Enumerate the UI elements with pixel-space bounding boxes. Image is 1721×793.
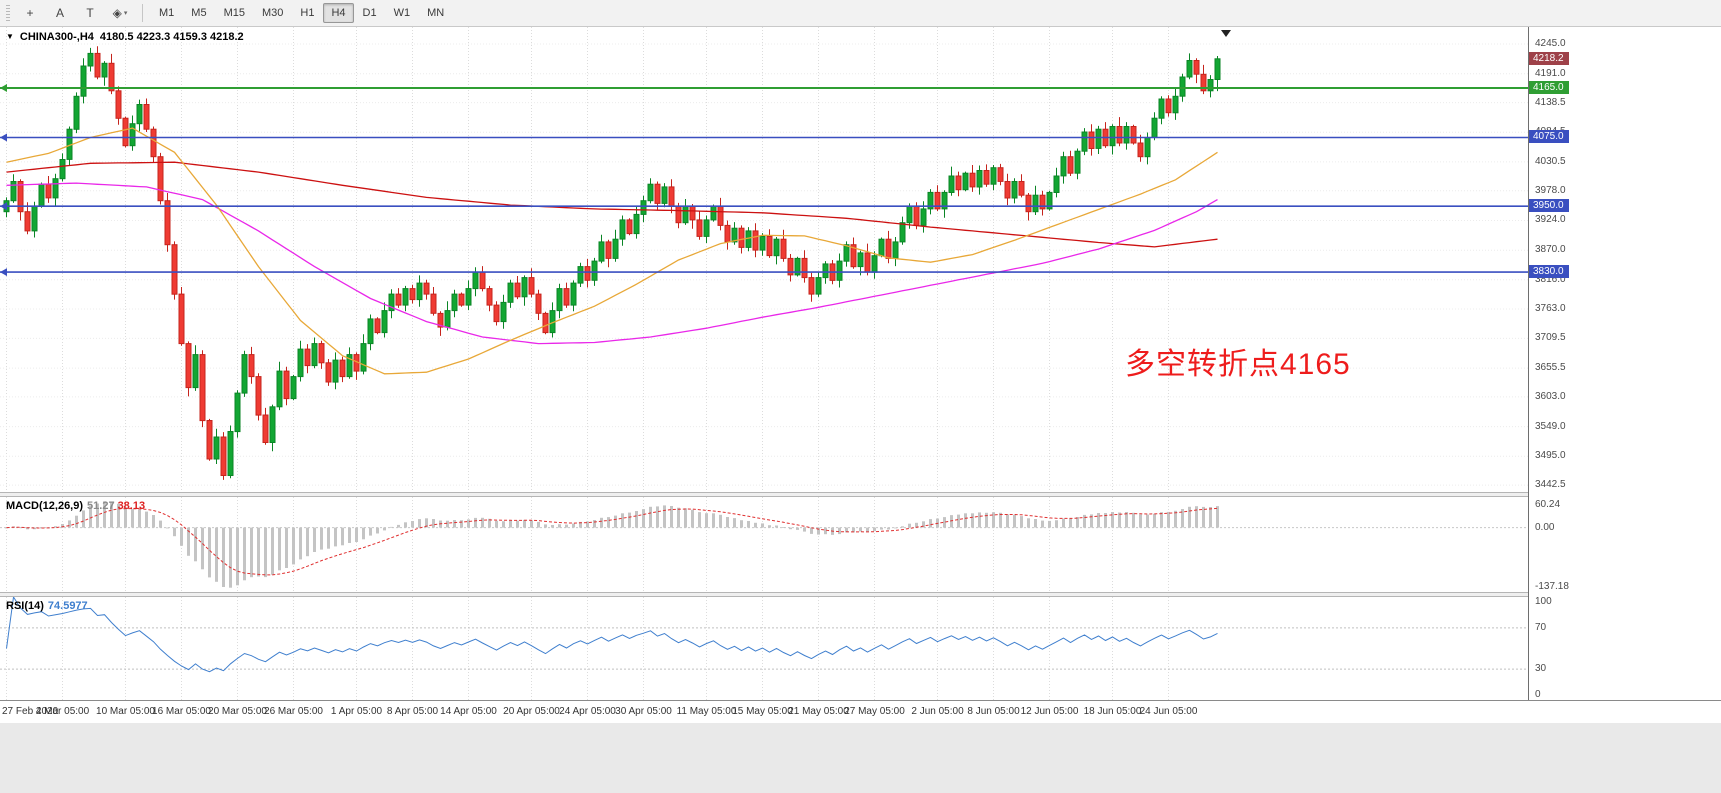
symbol-name: CHINA300-,H4 — [19, 31, 94, 43]
macd-axis-label: 60.24 — [1535, 499, 1561, 510]
crosshair-tool-button[interactable]: + — [26, 6, 34, 20]
toolbar-grip[interactable] — [6, 5, 10, 21]
time-axis-label: 1 Apr 05:00 — [330, 706, 383, 717]
time-axis-label: 26 Mar 05:00 — [264, 706, 323, 717]
price-axis-label: 3870.0 — [1535, 244, 1566, 255]
rsi-label: RSI(14) 74.5977 — [6, 600, 88, 612]
time-axis-label: 20 Apr 05:00 — [503, 706, 560, 717]
hline-price-badge: 3830.0 — [1529, 265, 1569, 278]
rsi-title-text: RSI(14) — [6, 600, 44, 612]
price-axis-label: 3816.0 — [1535, 274, 1566, 285]
rsi-panel[interactable] — [0, 597, 1528, 700]
time-axis[interactable]: 27 Feb 2020 4 Mar 05:00 10 Mar 05:00 16 Mar… — [0, 700, 1721, 723]
panel-splitter-rsi[interactable] — [0, 592, 1721, 597]
price-axis-label: 4245.0 — [1535, 38, 1566, 49]
time-axis-label: 8 Jun 05:00 — [967, 706, 1020, 717]
shapes-tool-button[interactable]: ◈ ▾ — [112, 6, 128, 20]
time-axis-label: 27 May 05:00 — [844, 706, 905, 717]
rsi-axis-label: 0 — [1535, 689, 1541, 700]
timeframe-button-m1[interactable]: M1 — [159, 7, 175, 19]
time-axis-label: 20 Mar 05:00 — [208, 706, 267, 717]
text-box-tool-button[interactable]: T — [86, 6, 94, 20]
rsi-axis-label: 100 — [1535, 596, 1552, 607]
macd-label: MACD(12,26,9) 51.27 38.13 — [6, 500, 145, 512]
time-axis-label: 14 Apr 05:00 — [440, 706, 497, 717]
timeframe-button-w1[interactable]: W1 — [393, 7, 411, 19]
time-axis-label: 27 Feb 2020 — [2, 706, 59, 717]
time-axis-label: 16 Mar 05:00 — [152, 706, 211, 717]
timeframe-button-m5[interactable]: M5 — [191, 7, 207, 19]
macd-axis-label: -137.18 — [1535, 581, 1569, 592]
timeframe-button-h1[interactable]: H1 — [300, 7, 315, 19]
symbol-info: ▼ CHINA300-,H4 4180.5 4223.3 4159.3 4218… — [6, 31, 244, 43]
time-axis-label: 4 Mar 05:00 — [35, 706, 90, 717]
toolbar-separator — [142, 4, 143, 22]
price-axis[interactable]: 4245.04191.04138.54084.54030.53978.03924… — [1528, 27, 1721, 700]
time-axis-label: 12 Jun 05:00 — [1020, 706, 1079, 717]
rsi-axis-label: 70 — [1535, 622, 1547, 633]
price-axis-label: 4191.0 — [1535, 68, 1566, 79]
macd-value-signal: 38.13 — [117, 500, 146, 512]
hline-price-badge: 3950.0 — [1529, 199, 1569, 212]
panel-splitter-macd[interactable] — [0, 492, 1721, 497]
chart-annotation: 多空转折点4165 — [1125, 348, 1351, 381]
price-axis-label: 3603.0 — [1535, 391, 1566, 402]
rsi-axis-label: 30 — [1535, 663, 1547, 674]
price-axis-label: 3709.5 — [1535, 332, 1566, 343]
time-axis-label: 18 Jun 05:00 — [1083, 706, 1142, 717]
time-axis-label: 2 Jun 05:00 — [911, 706, 964, 717]
time-axis-label: 8 Apr 05:00 — [386, 706, 439, 717]
time-axis-label: 21 May 05:00 — [788, 706, 849, 717]
price-axis-label: 3442.5 — [1535, 479, 1566, 490]
macd-title-text: MACD(12,26,9) — [6, 500, 84, 512]
toolbar: + A T ◈ ▾ M1 M5 M15 M30 H1 H4 D1 W1 MN — [0, 0, 1721, 27]
price-axis-label: 3495.0 — [1535, 450, 1566, 461]
timeframe-button-m30[interactable]: M30 — [261, 7, 284, 19]
time-axis-label: 15 May 05:00 — [732, 706, 793, 717]
timeframe-button-mn[interactable]: MN — [427, 7, 445, 19]
timeframe-buttons: M1 M5 M15 M30 H1 H4 D1 W1 MN — [151, 3, 452, 23]
timeframe-button-d1[interactable]: D1 — [362, 7, 377, 19]
timeframe-button-h4[interactable]: H4 — [323, 3, 354, 23]
rsi-value: 74.5977 — [47, 600, 88, 612]
candlestick-chart[interactable] — [0, 27, 1528, 492]
timeframe-button-m15[interactable]: M15 — [223, 7, 245, 19]
time-axis-label: 11 May 05:00 — [676, 706, 737, 717]
time-axis-label: 24 Jun 05:00 — [1139, 706, 1198, 717]
price-axis-label: 3655.5 — [1535, 362, 1566, 373]
macd-axis-label: 0.00 — [1535, 522, 1555, 533]
drawing-tools: + A T ◈ ▾ — [16, 2, 134, 24]
chevron-down-icon: ▾ — [123, 10, 128, 17]
current-price-badge: 4218.2 — [1529, 52, 1569, 65]
price-axis-label: 3763.0 — [1535, 303, 1566, 314]
text-label-tool-button[interactable]: A — [55, 6, 64, 20]
workspace-background — [0, 723, 1721, 793]
time-axis-label: 10 Mar 05:00 — [96, 706, 155, 717]
price-axis-label: 4138.5 — [1535, 97, 1566, 108]
macd-value-main: 51.27 — [87, 500, 115, 512]
hline-price-badge: 4165.0 — [1529, 81, 1569, 94]
chart-window: ▼ CHINA300-,H4 4180.5 4223.3 4159.3 4218… — [0, 27, 1721, 723]
price-axis-label: 3978.0 — [1535, 185, 1566, 196]
hline-price-badge: 4075.0 — [1529, 130, 1569, 143]
time-axis-label: 24 Apr 05:00 — [559, 706, 616, 717]
price-axis-label: 3549.0 — [1535, 421, 1566, 432]
price-axis-label: 3924.0 — [1535, 214, 1566, 225]
macd-panel[interactable] — [0, 497, 1528, 592]
price-axis-label: 4030.5 — [1535, 156, 1566, 167]
time-axis-label: 30 Apr 05:00 — [615, 706, 672, 717]
symbol-ohlc: 4180.5 4223.3 4159.3 4218.2 — [99, 31, 244, 43]
symbol-marker-icon: ▼ — [6, 32, 14, 41]
